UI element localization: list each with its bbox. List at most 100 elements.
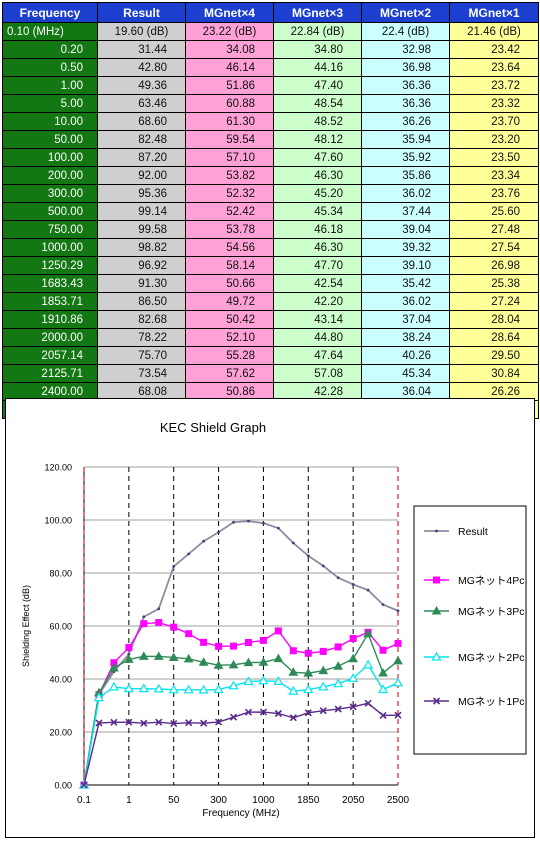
x-tick-label: 1000 xyxy=(252,795,275,806)
table-row: 1.00 49.36 51.86 47.40 36.36 23.72 xyxy=(2,76,539,95)
series-2-point xyxy=(378,667,388,677)
series-3-point xyxy=(348,673,359,682)
value-cell: 29.50 xyxy=(449,346,539,365)
series-4-point xyxy=(304,709,312,717)
value-cell: 99.58 xyxy=(97,220,186,239)
table-row: 10.00 68.60 61.30 48.52 36.26 23.70 xyxy=(2,112,539,131)
series-3-point xyxy=(318,681,329,691)
value-cell: 23.76 xyxy=(449,184,539,203)
series-3-point xyxy=(288,685,299,695)
value-cell: 39.04 xyxy=(361,220,450,239)
value-cell: 21.46 (dB) xyxy=(449,22,539,41)
value-cell: 53.82 xyxy=(185,166,274,185)
series-line-3 xyxy=(83,663,399,786)
series-2-point xyxy=(288,667,299,676)
series-1-point xyxy=(200,638,208,646)
frequency-cell: 300.00 xyxy=(2,184,98,203)
series-1-point xyxy=(304,649,312,657)
frequency-cell: 1910.86 xyxy=(2,310,98,329)
value-cell: 44.80 xyxy=(273,328,362,347)
table-header-row: Frequency Result MGnet×4 MGnet×3 MGnet×2 MGne… xyxy=(2,2,539,23)
series-1-point xyxy=(230,642,238,650)
y-tick-label: 80.00 xyxy=(49,569,72,579)
table-row: 500.00 99.14 52.42 45.34 37.44 25.60 xyxy=(2,202,539,221)
table-row: 2400.00 68.08 50.86 42.28 36.04 26.26 xyxy=(2,382,539,401)
value-cell: 27.54 xyxy=(449,238,539,257)
series-2-point xyxy=(213,660,224,669)
table-row: 2000.00 78.22 52.10 44.80 38.24 28.64 xyxy=(2,328,539,347)
value-cell: 95.36 xyxy=(97,184,186,203)
value-cell: 35.94 xyxy=(361,130,450,149)
series-2-point xyxy=(393,655,403,665)
x-tick-label: 1850 xyxy=(297,795,320,806)
value-cell: 23.22 (dB) xyxy=(185,22,274,41)
frequency-cell: 1.00 xyxy=(2,76,98,95)
x-axis-label: Frequency (MHz) xyxy=(202,808,279,819)
series-4-point xyxy=(110,718,118,726)
x-tick-label: 1 xyxy=(126,795,132,806)
value-cell: 57.08 xyxy=(273,364,362,383)
series-0-point xyxy=(291,541,295,545)
series-3-point xyxy=(108,681,119,691)
series-1-point xyxy=(155,619,163,627)
table-body: 0.10 (MHz) 19.60 (dB) 23.22 (dB) 22.84 (dB)… xyxy=(2,22,539,419)
header-col-1: Result xyxy=(97,2,186,23)
x-tick-label: 2050 xyxy=(342,795,365,806)
legend-label: Result xyxy=(458,526,488,538)
value-cell: 32.98 xyxy=(361,40,450,59)
series-4-point xyxy=(200,719,208,727)
series-1-point xyxy=(259,636,267,644)
value-cell: 28.64 xyxy=(449,328,539,347)
series-0-point xyxy=(247,519,250,523)
series-0-point xyxy=(306,554,310,558)
y-tick-label: 60.00 xyxy=(49,622,72,632)
value-cell: 22.4 (dB) xyxy=(361,22,450,41)
frequency-cell: 5.00 xyxy=(2,94,98,113)
series-1-point xyxy=(215,642,223,650)
value-cell: 46.30 xyxy=(273,238,362,257)
value-cell: 68.60 xyxy=(97,112,186,131)
series-0-point xyxy=(217,530,220,534)
series-3-point xyxy=(258,675,269,685)
frequency-cell: 50.00 xyxy=(2,130,98,149)
series-2-point xyxy=(273,653,284,663)
series-4-point xyxy=(244,708,253,716)
value-cell: 26.98 xyxy=(449,256,539,275)
series-4-point xyxy=(289,714,297,722)
value-cell: 96.92 xyxy=(97,256,186,275)
y-tick-label: 40.00 xyxy=(49,675,72,685)
value-cell: 50.66 xyxy=(185,274,274,293)
value-cell: 42.20 xyxy=(273,292,362,311)
y-tick-label: 120.00 xyxy=(44,463,72,473)
series-3-point xyxy=(198,684,209,694)
series-1-point xyxy=(394,639,402,647)
series-2-point xyxy=(183,653,194,663)
value-cell: 42.54 xyxy=(273,274,362,293)
series-line-4 xyxy=(83,702,399,786)
value-cell: 45.34 xyxy=(361,364,450,383)
frequency-cell: 750.00 xyxy=(2,220,98,239)
series-4-point xyxy=(125,718,133,726)
series-2-point xyxy=(363,628,373,638)
series-2-point xyxy=(258,657,269,666)
series-3-point xyxy=(168,684,179,694)
series-1-point xyxy=(244,638,252,646)
value-cell: 75.70 xyxy=(97,346,186,365)
legend-swatch-marker xyxy=(431,605,442,615)
frequency-cell: 1000.00 xyxy=(2,238,98,257)
series-4-point xyxy=(229,713,238,721)
value-cell: 91.30 xyxy=(97,274,186,293)
series-3-point xyxy=(153,683,164,693)
value-cell: 48.54 xyxy=(273,94,362,113)
series-3-point xyxy=(243,676,254,686)
series-0-point xyxy=(187,552,191,556)
frequency-cell: 1683.43 xyxy=(2,274,98,293)
value-cell: 36.26 xyxy=(361,112,450,131)
series-1-point xyxy=(319,647,327,655)
series-3-point xyxy=(333,678,344,688)
value-cell: 39.32 xyxy=(361,238,450,257)
legend-swatch-marker xyxy=(431,651,442,661)
series-0-point xyxy=(202,539,206,543)
table-row: 5.00 63.46 60.88 48.54 36.36 23.32 xyxy=(2,94,539,113)
table-row: 0.10 (MHz) 19.60 (dB) 23.22 (dB) 22.84 (dB)… xyxy=(2,22,539,41)
